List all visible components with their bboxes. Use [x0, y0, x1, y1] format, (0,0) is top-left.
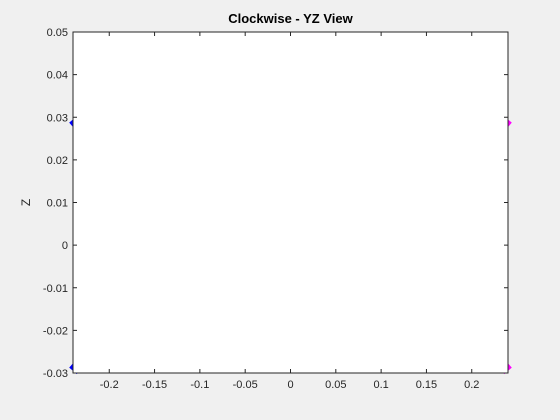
y-tick-label: 0.01: [47, 198, 68, 210]
y-axis-label: Z: [19, 199, 33, 206]
y-tick-label: 0.05: [47, 27, 68, 39]
x-tick-label: 0.1: [373, 379, 388, 391]
x-tick-label: -0.2: [100, 379, 119, 391]
y-tick-label: -0.01: [43, 283, 68, 295]
y-tick-label: 0.04: [47, 70, 68, 82]
chart-title: Clockwise - YZ View: [228, 11, 353, 26]
y-tick-label: 0: [62, 240, 68, 252]
axes-frame: [73, 32, 508, 373]
x-tick-label: -0.1: [190, 379, 209, 391]
x-tick-label: -0.05: [233, 379, 258, 391]
x-tick-label: 0.2: [464, 379, 479, 391]
x-tick-label: 0.05: [325, 379, 346, 391]
x-tick-label: 0.15: [416, 379, 437, 391]
y-tick-label: -0.02: [43, 325, 68, 337]
y-tick-label: 0.02: [47, 155, 68, 167]
y-tick-label: -0.03: [43, 368, 68, 380]
x-tick-label: -0.15: [142, 379, 167, 391]
x-tick-label: 0: [287, 379, 293, 391]
y-tick-label: 0.03: [47, 112, 68, 124]
